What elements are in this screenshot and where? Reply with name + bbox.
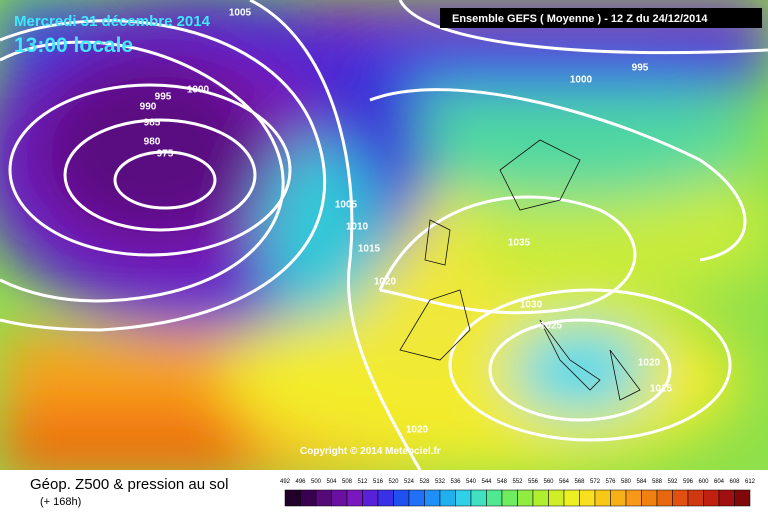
scale-cell (517, 489, 534, 507)
scale-cell (625, 489, 642, 507)
isobar-label: 1000 (570, 75, 593, 86)
scale-label: 544 (481, 479, 492, 485)
scale-cell (439, 489, 456, 507)
isobar-label: 995 (155, 92, 172, 103)
scale-label: 516 (373, 479, 384, 485)
scale-label: 520 (388, 479, 399, 485)
scale-cell (284, 489, 301, 507)
scale-label: 560 (543, 479, 554, 485)
scale-label: 576 (605, 479, 616, 485)
isobar-label: 1020 (406, 425, 429, 436)
scale-label: 552 (512, 479, 523, 485)
scale-label: 528 (419, 479, 430, 485)
isobar-label: 1000 (187, 85, 210, 96)
scale-cell (548, 489, 565, 507)
scale-label: 508 (342, 479, 353, 485)
isobar-label: 1025 (540, 321, 563, 332)
scale-cell (362, 489, 379, 507)
field (0, 0, 768, 470)
scale-label: 548 (497, 479, 508, 485)
scale-cell (393, 489, 410, 507)
scale-cell (563, 489, 580, 507)
scale-cell (703, 489, 720, 507)
isobar-label: 1005 (335, 200, 358, 211)
scale-cell (346, 489, 363, 507)
scale-cell (501, 489, 518, 507)
scale-cell (408, 489, 425, 507)
isobar-label: 985 (144, 118, 161, 129)
scale-label: 492 (280, 479, 291, 485)
scale-cell (486, 489, 503, 507)
scale-label: 588 (652, 479, 663, 485)
scale-cell (687, 489, 704, 507)
isobar-label: 975 (157, 149, 174, 160)
isobar-label: 990 (140, 102, 157, 113)
scale-label: 568 (574, 479, 585, 485)
isobars (0, 0, 768, 470)
scale-label: 596 (683, 479, 694, 485)
scale-label: 564 (559, 479, 570, 485)
footer-lead: (+ 168h) (40, 496, 81, 508)
scale-label: 496 (295, 479, 306, 485)
scale-label: 608 (729, 479, 740, 485)
model-banner (440, 8, 762, 28)
scale-label: 572 (590, 479, 601, 485)
isobar-label: 1010 (346, 222, 369, 233)
scale-cell (424, 489, 441, 507)
time: 13:00 locale (14, 34, 133, 57)
coastlines (399, 139, 641, 401)
isobar-label: 1015 (650, 384, 673, 395)
scale-cell (455, 489, 472, 507)
scale-label: 556 (528, 479, 539, 485)
scale-label: 540 (466, 479, 477, 485)
scale-label: 500 (311, 479, 322, 485)
scale-cell (315, 489, 332, 507)
isobar-label: 995 (632, 63, 649, 74)
scale-cell (594, 489, 611, 507)
scale-label: 504 (326, 479, 337, 485)
scale-cell (610, 489, 627, 507)
scale-label: 604 (714, 479, 725, 485)
isobar-label: 980 (144, 137, 161, 148)
scale-cell (718, 489, 735, 507)
isobar-label: 1005 (229, 8, 252, 19)
scale-cell (300, 489, 317, 507)
isobar-label: 1020 (374, 277, 397, 288)
scale-cell (331, 489, 348, 507)
scale-cell (532, 489, 549, 507)
copyright: Copyright © 2014 Meteociel.fr (300, 446, 441, 457)
isobar-label: 1015 (358, 244, 381, 255)
scale-cell (641, 489, 658, 507)
footer-title: Géop. Z500 & pression au sol (30, 476, 228, 493)
isobar-label: 1035 (508, 238, 531, 249)
scale-label: 512 (357, 479, 368, 485)
scale-label: 524 (404, 479, 415, 485)
isobar-label: 1030 (520, 300, 543, 311)
isobar-label: 1020 (638, 358, 661, 369)
scale-label: 612 (745, 479, 756, 485)
scale-cell (734, 489, 751, 507)
scale-label: 532 (435, 479, 446, 485)
scale-cell (656, 489, 673, 507)
scale-cell (377, 489, 394, 507)
scale-cell (579, 489, 596, 507)
scale-cell (470, 489, 487, 507)
scale-cell (672, 489, 689, 507)
model-info: Ensemble GEFS ( Moyenne ) - 12 Z du 24/1… (452, 13, 708, 25)
scale-label: 580 (621, 479, 632, 485)
scale-label: 584 (636, 479, 647, 485)
scale-label: 600 (698, 479, 709, 485)
scale-label: 592 (667, 479, 678, 485)
scale-label: 536 (450, 479, 461, 485)
date: Mercredi 31 décembre 2014 (14, 13, 211, 30)
